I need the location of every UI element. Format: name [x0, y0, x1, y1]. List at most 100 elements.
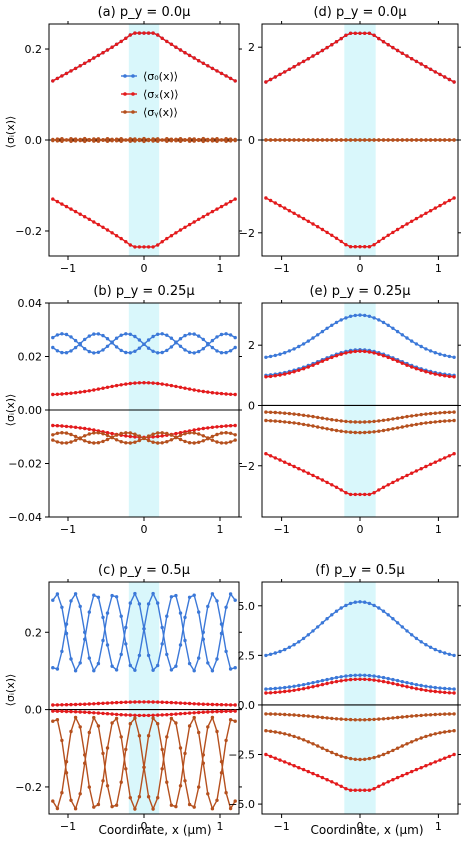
- data-point: [233, 709, 237, 713]
- data-point: [160, 441, 164, 445]
- data-point: [197, 389, 201, 393]
- data-point: [301, 413, 306, 417]
- data-point: [311, 138, 315, 142]
- data-point: [414, 59, 419, 64]
- data-point: [169, 803, 174, 807]
- data-point: [306, 769, 310, 774]
- data-point: [51, 598, 55, 602]
- data-point: [210, 209, 215, 214]
- data-point: [69, 425, 73, 429]
- data-point: [124, 642, 128, 646]
- data-point: [105, 48, 110, 52]
- y-tick-label: −2: [239, 460, 255, 473]
- data-point: [424, 370, 428, 374]
- data-point: [110, 593, 114, 598]
- data-point: [400, 744, 404, 748]
- data-point: [433, 351, 437, 355]
- data-point: [268, 454, 273, 458]
- data-point: [201, 389, 205, 394]
- data-point: [210, 345, 215, 350]
- data-point: [443, 374, 447, 378]
- data-point: [156, 139, 160, 143]
- data-point: [316, 773, 320, 778]
- data-point: [228, 718, 233, 722]
- data-point: [101, 51, 105, 55]
- data-point: [301, 738, 306, 742]
- data-point: [169, 595, 174, 599]
- data-point: [447, 138, 452, 142]
- data-point: [410, 686, 414, 690]
- data-point: [330, 418, 334, 422]
- data-point: [133, 668, 137, 672]
- data-point: [119, 614, 123, 618]
- data-point: [210, 139, 215, 143]
- y-tick-label: 0.00: [18, 404, 43, 417]
- data-point: [410, 138, 414, 142]
- data-point: [206, 792, 210, 796]
- data-point: [119, 440, 123, 444]
- data-point: [264, 375, 268, 379]
- data-point: [133, 716, 137, 720]
- data-point: [316, 684, 320, 688]
- data-point: [64, 138, 69, 142]
- data-point: [419, 344, 423, 349]
- data-point: [206, 64, 210, 68]
- x-tick-label: 0: [357, 523, 364, 536]
- data-point: [156, 722, 160, 726]
- data-point: [114, 595, 119, 599]
- highlight-band: [344, 582, 376, 814]
- data-point: [174, 137, 178, 141]
- data-point: [443, 419, 447, 423]
- data-point: [128, 139, 132, 143]
- data-point: [156, 663, 160, 668]
- series-group: [264, 313, 456, 497]
- data-point: [363, 788, 367, 792]
- data-point: [367, 673, 372, 678]
- data-point: [367, 350, 372, 354]
- data-point: [55, 199, 60, 204]
- data-point: [348, 677, 353, 682]
- data-point: [92, 56, 96, 60]
- data-point: [353, 677, 357, 681]
- data-point: [381, 485, 386, 489]
- data-point: [410, 740, 414, 744]
- data-point: [292, 211, 296, 215]
- data-point: [124, 441, 128, 445]
- y-tick-label: −0.02: [8, 458, 42, 471]
- data-point: [405, 685, 409, 689]
- data-point: [287, 138, 292, 142]
- data-point: [339, 675, 343, 679]
- data-point: [311, 414, 315, 419]
- data-point: [174, 701, 178, 705]
- data-point: [197, 59, 201, 63]
- data-point: [372, 674, 376, 678]
- data-point: [264, 752, 268, 757]
- data-point: [433, 760, 437, 764]
- data-point: [119, 431, 123, 436]
- data-point: [316, 425, 320, 429]
- data-point: [339, 419, 343, 423]
- data-point: [348, 245, 353, 249]
- data-point: [51, 433, 55, 437]
- data-point: [228, 703, 233, 707]
- data-point: [428, 462, 433, 466]
- data-point: [210, 715, 215, 720]
- data-point: [142, 713, 146, 718]
- data-point: [128, 601, 132, 605]
- data-point: [78, 343, 82, 347]
- data-point: [114, 716, 119, 721]
- data-point: [428, 762, 433, 766]
- data-point: [297, 687, 301, 692]
- data-point: [165, 137, 169, 141]
- data-point: [69, 729, 73, 734]
- legend-entry: ⟨σₓ(x)⟩: [143, 88, 179, 101]
- data-point: [87, 610, 92, 614]
- data-point: [128, 663, 132, 668]
- data-point: [292, 734, 296, 739]
- data-point: [206, 661, 210, 665]
- data-point: [297, 214, 301, 218]
- data-point: [410, 365, 414, 369]
- data-point: [83, 337, 87, 342]
- data-point: [83, 710, 87, 714]
- data-point: [452, 687, 456, 691]
